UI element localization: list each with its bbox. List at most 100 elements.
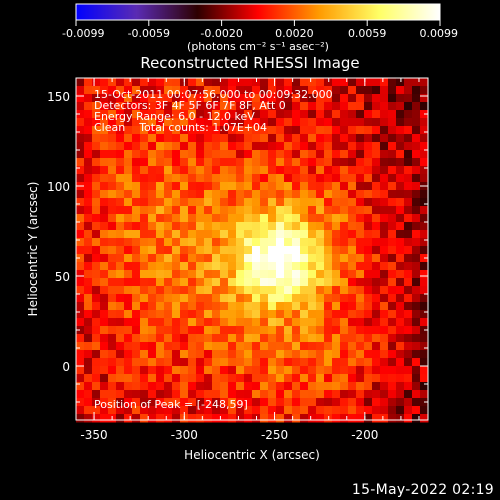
heatmap-pixel [116, 78, 125, 87]
heatmap-pixel [92, 366, 101, 375]
heatmap-pixel [284, 414, 293, 423]
heatmap-pixel [116, 302, 125, 311]
heatmap-pixel [356, 374, 365, 383]
heatmap-pixel [172, 390, 181, 399]
heatmap-pixel [212, 302, 221, 311]
heatmap-pixel [228, 414, 237, 423]
heatmap-pixel [292, 318, 301, 327]
heatmap-pixel [76, 350, 85, 359]
heatmap-pixel [412, 414, 421, 423]
heatmap-pixel [396, 86, 405, 95]
heatmap-pixel [212, 150, 221, 159]
heatmap-pixel [156, 142, 165, 151]
heatmap-pixel [300, 126, 309, 135]
heatmap-pixel [324, 262, 333, 271]
heatmap-pixel [244, 126, 253, 135]
heatmap-pixel [316, 350, 325, 359]
heatmap-pixel [404, 350, 413, 359]
heatmap-pixel [156, 134, 165, 143]
heatmap-pixel [364, 238, 373, 247]
heatmap-pixel [172, 310, 181, 319]
heatmap-pixel [180, 158, 189, 167]
heatmap-pixel [196, 278, 205, 287]
heatmap-pixel [204, 214, 213, 223]
heatmap-pixel [140, 158, 149, 167]
heatmap-pixel [204, 246, 213, 255]
heatmap-pixel [412, 206, 421, 215]
heatmap-pixel [404, 190, 413, 199]
heatmap-pixel [284, 174, 293, 183]
heatmap-pixel [348, 142, 357, 151]
heatmap-pixel [148, 358, 157, 367]
heatmap-pixel [116, 278, 125, 287]
heatmap-pixel [404, 366, 413, 375]
heatmap-pixel [252, 382, 261, 391]
heatmap-pixel [180, 94, 189, 103]
heatmap-pixel [116, 230, 125, 239]
heatmap-pixel [84, 166, 93, 175]
heatmap-pixel [380, 342, 389, 351]
heatmap-pixel [212, 286, 221, 295]
heatmap-pixel [148, 174, 157, 183]
heatmap-pixel [132, 262, 141, 271]
heatmap-pixel [188, 326, 197, 335]
heatmap-pixel [340, 326, 349, 335]
heatmap-pixel [164, 318, 173, 327]
heatmap-pixel [388, 118, 397, 127]
heatmap-pixel [100, 318, 109, 327]
heatmap-pixel [172, 406, 181, 415]
heatmap-pixel [108, 134, 117, 143]
heatmap-pixel [388, 206, 397, 215]
heatmap-pixel [396, 254, 405, 263]
heatmap-pixel [356, 182, 365, 191]
heatmap-pixel [108, 198, 117, 207]
heatmap-pixel [396, 270, 405, 279]
heatmap-pixel [228, 278, 237, 287]
heatmap-pixel [108, 262, 117, 271]
heatmap-pixel [236, 190, 245, 199]
heatmap-pixel [180, 302, 189, 311]
heatmap-pixel [300, 78, 309, 87]
heatmap-pixel [76, 366, 85, 375]
heatmap-pixel [308, 222, 317, 231]
heatmap-pixel [300, 158, 309, 167]
heatmap-pixel [196, 366, 205, 375]
heatmap-pixel [76, 406, 85, 415]
heatmap-pixel [396, 366, 405, 375]
heatmap-pixel [100, 350, 109, 359]
heatmap-pixel [356, 358, 365, 367]
heatmap-pixel [196, 382, 205, 391]
heatmap-pixel [172, 246, 181, 255]
heatmap-pixel [188, 270, 197, 279]
heatmap-pixel [420, 406, 429, 415]
heatmap-pixel [292, 262, 301, 271]
heatmap-pixel [244, 222, 253, 231]
heatmap-pixel [244, 318, 253, 327]
heatmap-pixel [140, 78, 149, 87]
heatmap-pixel [84, 142, 93, 151]
heatmap-pixel [124, 118, 133, 127]
heatmap-pixel [268, 302, 277, 311]
heatmap-pixel [388, 238, 397, 247]
heatmap-pixel [260, 366, 269, 375]
heatmap-pixel [188, 246, 197, 255]
heatmap-pixel [148, 254, 157, 263]
heatmap-pixel [228, 126, 237, 135]
heatmap-pixel [396, 118, 405, 127]
heatmap-pixel [228, 198, 237, 207]
heatmap-pixel [220, 214, 229, 223]
heatmap-pixel [284, 366, 293, 375]
heatmap-pixel [196, 254, 205, 263]
heatmap-pixel [180, 166, 189, 175]
heatmap-pixel [212, 310, 221, 319]
heatmap-pixel [268, 238, 277, 247]
heatmap-pixel [140, 390, 149, 399]
heatmap-pixel [372, 158, 381, 167]
heatmap-pixel [228, 238, 237, 247]
heatmap-pixel [156, 118, 165, 127]
heatmap-pixel [284, 126, 293, 135]
heatmap-pixel [276, 150, 285, 159]
heatmap-pixel [188, 358, 197, 367]
heatmap-pixel [116, 126, 125, 135]
heatmap-pixel [300, 278, 309, 287]
